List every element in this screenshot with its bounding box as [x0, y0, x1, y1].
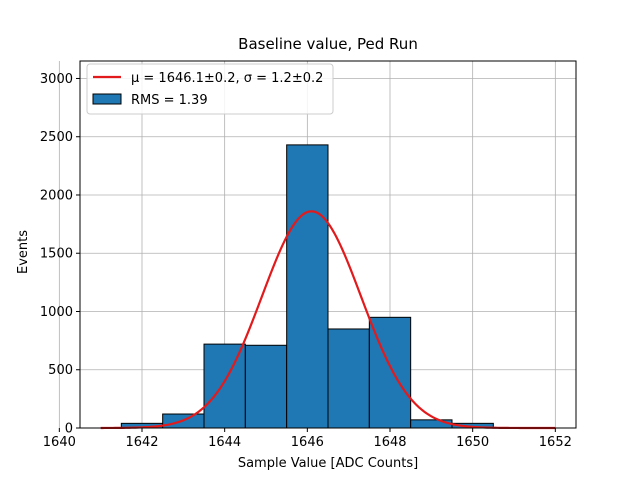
- gaussian-fit-curve: [100, 210, 556, 430]
- x-tick-label: 1650: [456, 435, 489, 450]
- legend-rms-swatch: [92, 93, 122, 105]
- histogram-bar: [203, 343, 246, 429]
- histogram-bar: [286, 144, 329, 429]
- x-tick-label: 1652: [539, 435, 572, 450]
- legend-fit-label: μ = 1646.1±0.2, σ = 1.2±0.2: [131, 71, 323, 86]
- axes-frame: [79, 60, 577, 429]
- x-tick-label: 1642: [125, 435, 158, 450]
- x-tick-label: 1644: [208, 435, 241, 450]
- histogram-bars: [120, 144, 494, 429]
- legend-rms-label: RMS = 1.39: [131, 93, 208, 108]
- x-tick-label: 1646: [291, 435, 324, 450]
- y-tick-label: 2000: [40, 188, 73, 203]
- y-tick-label: 500: [48, 363, 73, 378]
- y-tick-label: 3000: [40, 72, 73, 87]
- x-axis-label: Sample Value [ADC Counts]: [238, 456, 418, 471]
- histogram-bar: [327, 328, 370, 429]
- y-tick-label: 2500: [40, 130, 73, 145]
- legend-box: [86, 63, 334, 115]
- legend: μ = 1646.1±0.2, σ = 1.2±0.2 RMS = 1.39: [86, 63, 334, 115]
- y-tick-label: 0: [65, 422, 73, 437]
- x-axis-ticks: 1640 1642 1644 1646 1648 1650 1652: [43, 428, 572, 450]
- histogram-bar: [244, 344, 288, 429]
- y-tick-label: 1500: [40, 247, 73, 262]
- y-tick-label: 1000: [40, 305, 73, 320]
- y-axis-ticks: 0 500 1000 1500 2000 2500 3000: [40, 72, 80, 437]
- chart-title: Baseline value, Ped Run: [238, 35, 418, 53]
- y-axis-label: Events: [16, 230, 31, 274]
- x-tick-label: 1640: [43, 435, 76, 450]
- histogram-bar: [410, 419, 453, 429]
- x-tick-label: 1648: [373, 435, 406, 450]
